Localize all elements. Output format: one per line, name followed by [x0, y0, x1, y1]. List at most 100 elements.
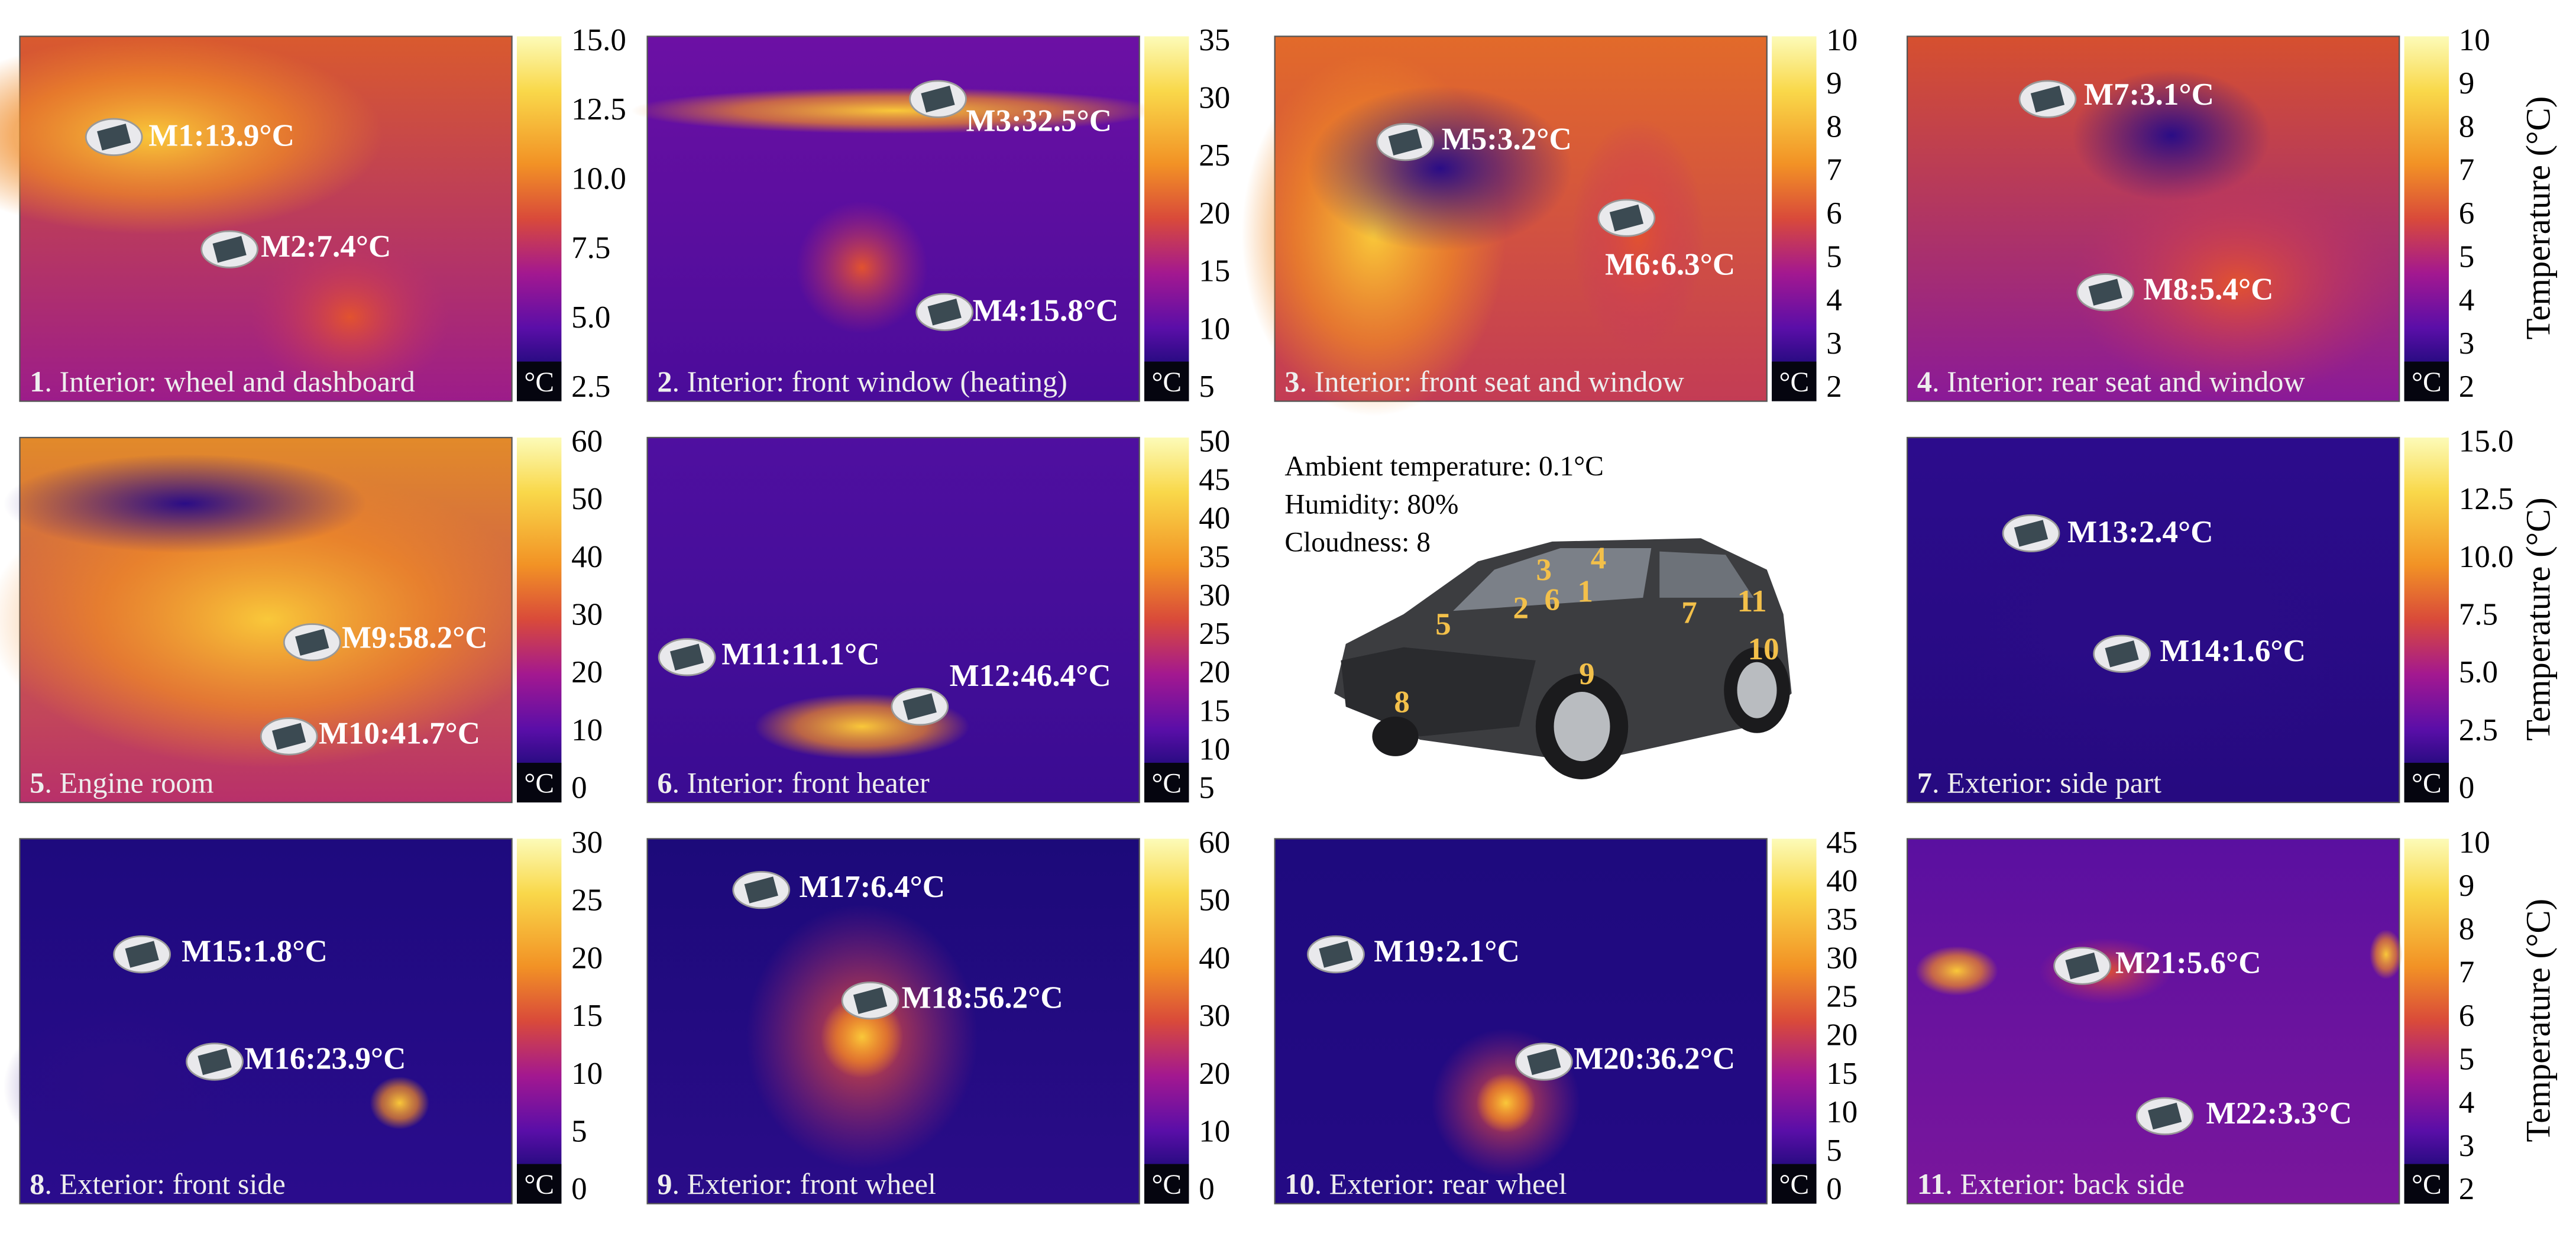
- colorbar-tick-label: 10: [571, 713, 603, 747]
- colorbar-tick-label: 12.5: [571, 92, 626, 127]
- colorbar-tick-label: 50: [1199, 424, 1230, 458]
- colorbar-tick-label: 60: [571, 424, 603, 458]
- sensor-chip: [2088, 279, 2122, 306]
- colorbar-tick-label: 7: [2459, 956, 2475, 990]
- car-position-label: 7: [1681, 596, 1697, 630]
- colorbar: [1144, 838, 1189, 1204]
- heat-area: [251, 234, 449, 400]
- heat-area: [2369, 930, 2403, 979]
- colorbar-tick-label: 10: [2459, 825, 2490, 860]
- colorbar-tick-label: 35: [1826, 902, 1857, 937]
- panel-number: 1: [30, 365, 44, 398]
- panel-number: 4: [1917, 365, 1932, 398]
- colorbar: [1144, 36, 1189, 401]
- colorbar-tick-label: 20: [1199, 1057, 1230, 1091]
- colorbar: [2404, 437, 2449, 803]
- sensor-label: M4:15.8°C: [973, 294, 1119, 328]
- caption-text: . Exterior: back side: [1945, 1167, 2185, 1200]
- colorbar: [1772, 36, 1817, 401]
- sensor-label: M2:7.4°C: [261, 229, 391, 264]
- colorbar-tick-label: 4: [2459, 283, 2475, 318]
- thermal-panel: 1. Interior: wheel and dashboard °C15.012…: [0, 23, 626, 404]
- ambient-info: Humidity: 80%: [1284, 489, 1458, 520]
- panel-number: 7: [1917, 766, 1932, 799]
- thermal-image: [646, 436, 1140, 804]
- colorbar-tick-label: 10: [571, 1057, 603, 1091]
- colorbar-tick-label: 3: [2459, 1129, 2475, 1163]
- panel-number: 5: [30, 766, 44, 799]
- sensor-chip: [2014, 520, 2048, 547]
- colorbar-tick-label: 12.5: [2459, 482, 2514, 516]
- car-position-label: 10: [1748, 632, 1779, 666]
- car-position-label: 11: [1737, 584, 1767, 618]
- colorbar-tick-label: 2: [2459, 370, 2475, 404]
- heat-area: [1308, 86, 1572, 251]
- colorbar-tick-label: 7.5: [2459, 597, 2498, 632]
- caption-text: . Interior: front window (heating): [672, 365, 1067, 398]
- colorbar-tick-label: 0: [2459, 771, 2475, 805]
- thermal-panel: 7. Exterior: side part °C 15.0 12.5 10.0 7.5 5…: [1906, 424, 2514, 805]
- heat-area: [1476, 1073, 1536, 1133]
- colorbar-unit-box: [1144, 361, 1189, 401]
- panel-caption: 3. Interior: front seat and window: [1284, 365, 1684, 398]
- thermal-panel: 11. Exterior: back side °C 10 9 8 7 6 5 4 3 2 M21:5…: [1906, 825, 2490, 1206]
- sensor-label: M20:36.2°C: [1574, 1042, 1735, 1076]
- colorbar-unit-box: [1772, 1164, 1817, 1204]
- colorbar-tick-label: 40: [1199, 501, 1230, 536]
- sensor-chip: [669, 643, 704, 671]
- colorbar: [516, 437, 562, 803]
- thermal-panel: 6. Interior: front heater °C 50 45 40 35 30 25 2…: [646, 424, 1230, 805]
- sensor-label: M19:2.1°C: [1374, 934, 1520, 969]
- colorbar-unit-box: [516, 763, 562, 803]
- colorbar: [516, 838, 562, 1204]
- thermal-panel: 3. Interior: front seat and window °C1098…: [1241, 23, 1857, 416]
- colorbar-unit-box: [2404, 361, 2449, 401]
- colorbar-tick-label: 6: [2459, 196, 2475, 231]
- panel-caption: 1. Interior: wheel and dashboard: [30, 365, 415, 398]
- sensor-label: M7:3.1°C: [2084, 77, 2214, 112]
- colorbar-tick-label: 15: [571, 999, 603, 1033]
- sensor-label: M6:6.3°C: [1605, 248, 1735, 282]
- colorbar-unit: °C: [1779, 367, 1810, 398]
- heat-area: [2072, 69, 2271, 202]
- panel-caption: 10. Exterior: rear wheel: [1284, 1167, 1567, 1200]
- colorbar-tick-label: 20: [1826, 1018, 1857, 1053]
- colorbar-unit-box: [1144, 763, 1189, 803]
- colorbar-tick-label: 10: [2459, 23, 2490, 57]
- panel-caption: 8. Exterior: front side: [30, 1167, 286, 1200]
- colorbar-tick-label: 30: [1826, 941, 1857, 975]
- car-position-label: 6: [1545, 582, 1561, 617]
- thermal-panel: 8. Exterior: front side °C 30 25 20 15 10 5 0 M15…: [3, 825, 603, 1206]
- sensor-chip: [2030, 85, 2065, 113]
- sensor-label: M17:6.4°C: [799, 870, 945, 904]
- colorbar-tick-label: 9: [2459, 869, 2475, 903]
- colorbar: [2404, 838, 2449, 1204]
- colorbar-tick-label: 3: [1826, 326, 1842, 361]
- colorbar-tick-label: 5: [2459, 1042, 2475, 1076]
- colorbar-tick-label: 10.0: [571, 161, 626, 196]
- caption-text: . Exterior: side part: [1932, 766, 2161, 799]
- sensor-label: M15:1.8°C: [182, 934, 328, 969]
- colorbar-tick-label: 20: [1199, 655, 1230, 689]
- sensor-chip: [853, 987, 888, 1014]
- sensor-chip: [125, 941, 159, 968]
- colorbar-tick-label: 0: [1826, 1172, 1842, 1206]
- colorbar-tick-label: 5: [2459, 239, 2475, 274]
- colorbar-tick-label: 25: [1199, 138, 1230, 173]
- colorbar-tick-label: 0: [571, 1172, 587, 1206]
- colorbar-unit-box: [2404, 1164, 2449, 1204]
- sensor-chip: [1527, 1048, 1561, 1076]
- colorbar-tick-label: 15: [1199, 254, 1230, 289]
- colorbar-unit: °C: [1151, 1170, 1182, 1200]
- ambient-info: Cloudness: 8: [1284, 527, 1431, 558]
- colorbar-tick-label: 45: [1826, 825, 1857, 860]
- colorbar-tick-label: 50: [571, 482, 603, 516]
- colorbar-tick-label: 5.0: [2459, 655, 2498, 689]
- panel-number: 10: [1284, 1167, 1314, 1200]
- colorbar-tick-label: 5: [1826, 1134, 1842, 1168]
- heat-area: [370, 1076, 429, 1129]
- heat-area: [630, 87, 1160, 134]
- colorbar-tick-label: 30: [571, 597, 603, 632]
- colorbar-tick-label: 10: [1826, 23, 1857, 57]
